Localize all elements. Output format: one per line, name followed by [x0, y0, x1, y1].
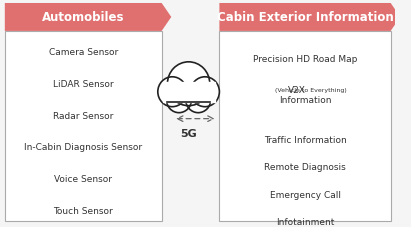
Circle shape [186, 87, 211, 113]
Circle shape [166, 87, 192, 113]
Text: Traffic Information: Traffic Information [263, 136, 346, 145]
Text: Cabin Exterior Information: Cabin Exterior Information [217, 11, 393, 24]
Text: Voice Sensor: Voice Sensor [54, 174, 112, 183]
Polygon shape [5, 4, 171, 32]
Text: Precision HD Road Map: Precision HD Road Map [253, 54, 357, 63]
Polygon shape [219, 4, 400, 32]
Bar [163, 82, 215, 102]
Text: (Vehicle to Everything): (Vehicle to Everything) [273, 88, 347, 93]
Text: Touch Sensor: Touch Sensor [53, 206, 113, 215]
Text: Automobiles: Automobiles [42, 11, 125, 24]
Text: 5G: 5G [180, 128, 197, 138]
Text: Remote Diagnosis: Remote Diagnosis [264, 163, 346, 172]
Text: V2X: V2X [289, 86, 306, 95]
Bar [219, 32, 391, 221]
Text: Camera Sensor: Camera Sensor [48, 48, 118, 57]
Text: Emergency Call: Emergency Call [270, 190, 341, 199]
Circle shape [191, 77, 219, 107]
Text: Information: Information [279, 96, 331, 105]
Bar [5, 32, 162, 221]
Text: LiDAR Sensor: LiDAR Sensor [53, 79, 113, 88]
Circle shape [158, 77, 187, 107]
Text: In-Cabin Diagnosis Sensor: In-Cabin Diagnosis Sensor [24, 143, 142, 152]
Circle shape [167, 63, 210, 106]
Text: Radar Sensor: Radar Sensor [53, 111, 113, 120]
Text: Infotainment: Infotainment [276, 217, 334, 226]
